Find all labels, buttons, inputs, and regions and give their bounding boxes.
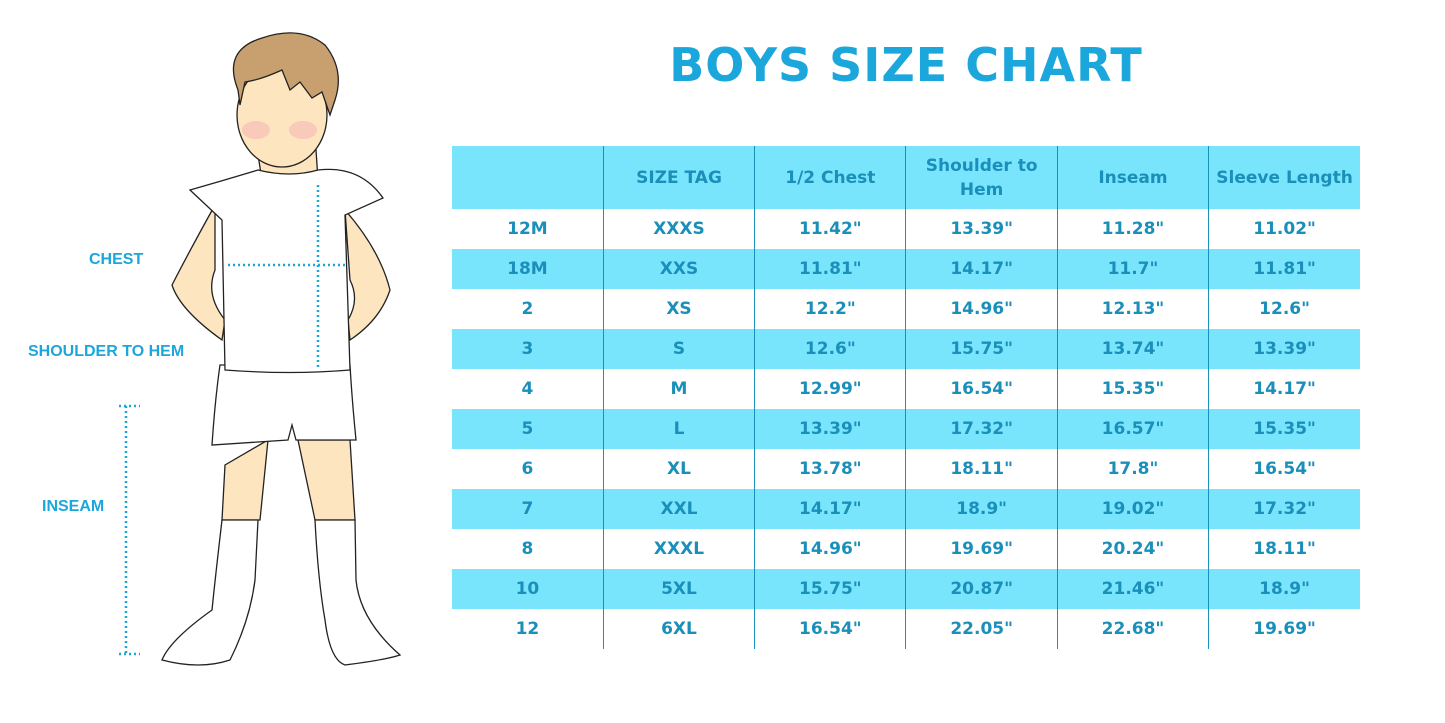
table-cell: 19.02" bbox=[1056, 489, 1209, 529]
table-cell: 13.39" bbox=[905, 209, 1058, 249]
table-header-row: SIZE TAG 1/2 Chest Shoulder to Hem Inseam Sl… bbox=[452, 146, 1360, 209]
table-row: 3 S 12.6" 15.75" 13.74" 13.39" bbox=[452, 329, 1360, 369]
column-header: 1/2 Chest bbox=[754, 146, 906, 209]
table-cell: 20.24" bbox=[1056, 529, 1209, 569]
table-cell: 17.8" bbox=[1056, 449, 1209, 489]
table-cell: 17.32" bbox=[905, 409, 1058, 449]
column-header: Sleeve Length bbox=[1208, 146, 1360, 209]
table-cell: 6 bbox=[452, 449, 604, 489]
column-header: SIZE TAG bbox=[602, 146, 755, 209]
table-cell: 22.68" bbox=[1056, 609, 1209, 649]
boy-illustration bbox=[119, 32, 402, 666]
table-cell: 11.7" bbox=[1056, 249, 1209, 289]
table-row: 4 M 12.99" 16.54" 15.35" 14.17" bbox=[452, 369, 1360, 409]
table-cell: 12M bbox=[452, 209, 604, 249]
table-cell: 3 bbox=[452, 329, 604, 369]
table-cell: 11.02" bbox=[1208, 209, 1360, 249]
table-cell: 15.75" bbox=[905, 329, 1058, 369]
table-cell: 16.57" bbox=[1056, 409, 1209, 449]
table-cell: 13.78" bbox=[754, 449, 906, 489]
table-cell: S bbox=[602, 329, 755, 369]
table-cell: 16.54" bbox=[1208, 449, 1360, 489]
table-cell: 16.54" bbox=[905, 369, 1058, 409]
size-table: SIZE TAG 1/2 Chest Shoulder to Hem Inseam Sl… bbox=[452, 146, 1360, 649]
table-cell: 17.32" bbox=[1208, 489, 1360, 529]
table-cell: XL bbox=[602, 449, 755, 489]
table-cell: XXS bbox=[602, 249, 755, 289]
table-cell: 18M bbox=[452, 249, 604, 289]
table-cell: 10 bbox=[452, 569, 604, 609]
table-cell: 14.17" bbox=[905, 249, 1058, 289]
table-cell: 15.35" bbox=[1056, 369, 1209, 409]
table-cell: 12.6" bbox=[1208, 289, 1360, 329]
table-row: 12M XXXS 11.42" 13.39" 11.28" 11.02" bbox=[452, 209, 1360, 249]
table-row: 12 6XL 16.54" 22.05" 22.68" 19.69" bbox=[452, 609, 1360, 649]
table-cell: 5 bbox=[452, 409, 604, 449]
table-cell: 21.46" bbox=[1056, 569, 1209, 609]
table-cell: 12.2" bbox=[754, 289, 906, 329]
table-cell: 18.11" bbox=[1208, 529, 1360, 569]
table-cell: 12.13" bbox=[1056, 289, 1209, 329]
table-cell: 22.05" bbox=[905, 609, 1058, 649]
table-cell: XS bbox=[602, 289, 755, 329]
chest-label: CHEST bbox=[89, 251, 144, 268]
chart-title: BOYS SIZE CHART bbox=[669, 38, 1143, 92]
table-cell: 15.35" bbox=[1208, 409, 1360, 449]
table-cell: 15.75" bbox=[754, 569, 906, 609]
table-row: 2 XS 12.2" 14.96" 12.13" 12.6" bbox=[452, 289, 1360, 329]
table-cell: 20.87" bbox=[905, 569, 1058, 609]
table-cell: XXXL bbox=[602, 529, 755, 569]
table-row: 18M XXS 11.81" 14.17" 11.7" 11.81" bbox=[452, 249, 1360, 289]
table-cell: 13.39" bbox=[754, 409, 906, 449]
table-cell: L bbox=[602, 409, 755, 449]
table-row: 5 L 13.39" 17.32" 16.57" 15.35" bbox=[452, 409, 1360, 449]
table-cell: 16.54" bbox=[754, 609, 906, 649]
table-cell: 11.28" bbox=[1056, 209, 1209, 249]
table-cell: 11.81" bbox=[1208, 249, 1360, 289]
table-cell: 11.42" bbox=[754, 209, 906, 249]
column-header: Shoulder to Hem bbox=[905, 146, 1058, 209]
table-cell: 12.99" bbox=[754, 369, 906, 409]
table-cell: 5XL bbox=[602, 569, 755, 609]
table-row: 10 5XL 15.75" 20.87" 21.46" 18.9" bbox=[452, 569, 1360, 609]
table-cell: XXXS bbox=[602, 209, 755, 249]
table-cell: 12.6" bbox=[754, 329, 906, 369]
table-row: 8 XXXL 14.96" 19.69" 20.24" 18.11" bbox=[452, 529, 1360, 569]
table-cell: 7 bbox=[452, 489, 604, 529]
table-cell: 2 bbox=[452, 289, 604, 329]
table-cell: M bbox=[602, 369, 755, 409]
table-cell: 4 bbox=[452, 369, 604, 409]
shoulder-to-hem-label: SHOULDER TO HEM bbox=[28, 343, 185, 360]
table-cell: 13.39" bbox=[1208, 329, 1360, 369]
table-cell: XXL bbox=[602, 489, 755, 529]
table-cell: 14.17" bbox=[754, 489, 906, 529]
inseam-label: INSEAM bbox=[42, 498, 105, 515]
table-cell: 14.17" bbox=[1208, 369, 1360, 409]
table-cell: 19.69" bbox=[905, 529, 1058, 569]
table-cell: 6XL bbox=[602, 609, 755, 649]
table-cell: 14.96" bbox=[754, 529, 906, 569]
table-cell: 19.69" bbox=[1208, 609, 1360, 649]
table-cell: 18.9" bbox=[1208, 569, 1360, 609]
table-cell: 11.81" bbox=[754, 249, 906, 289]
column-header bbox=[452, 146, 604, 209]
table-row: 6 XL 13.78" 18.11" 17.8" 16.54" bbox=[452, 449, 1360, 489]
table-cell: 18.9" bbox=[905, 489, 1058, 529]
table-cell: 13.74" bbox=[1056, 329, 1209, 369]
table-cell: 8 bbox=[452, 529, 604, 569]
table-cell: 18.11" bbox=[905, 449, 1058, 489]
table-row: 7 XXL 14.17" 18.9" 19.02" 17.32" bbox=[452, 489, 1360, 529]
table-cell: 14.96" bbox=[905, 289, 1058, 329]
column-header: Inseam bbox=[1056, 146, 1209, 209]
table-cell: 12 bbox=[452, 609, 604, 649]
